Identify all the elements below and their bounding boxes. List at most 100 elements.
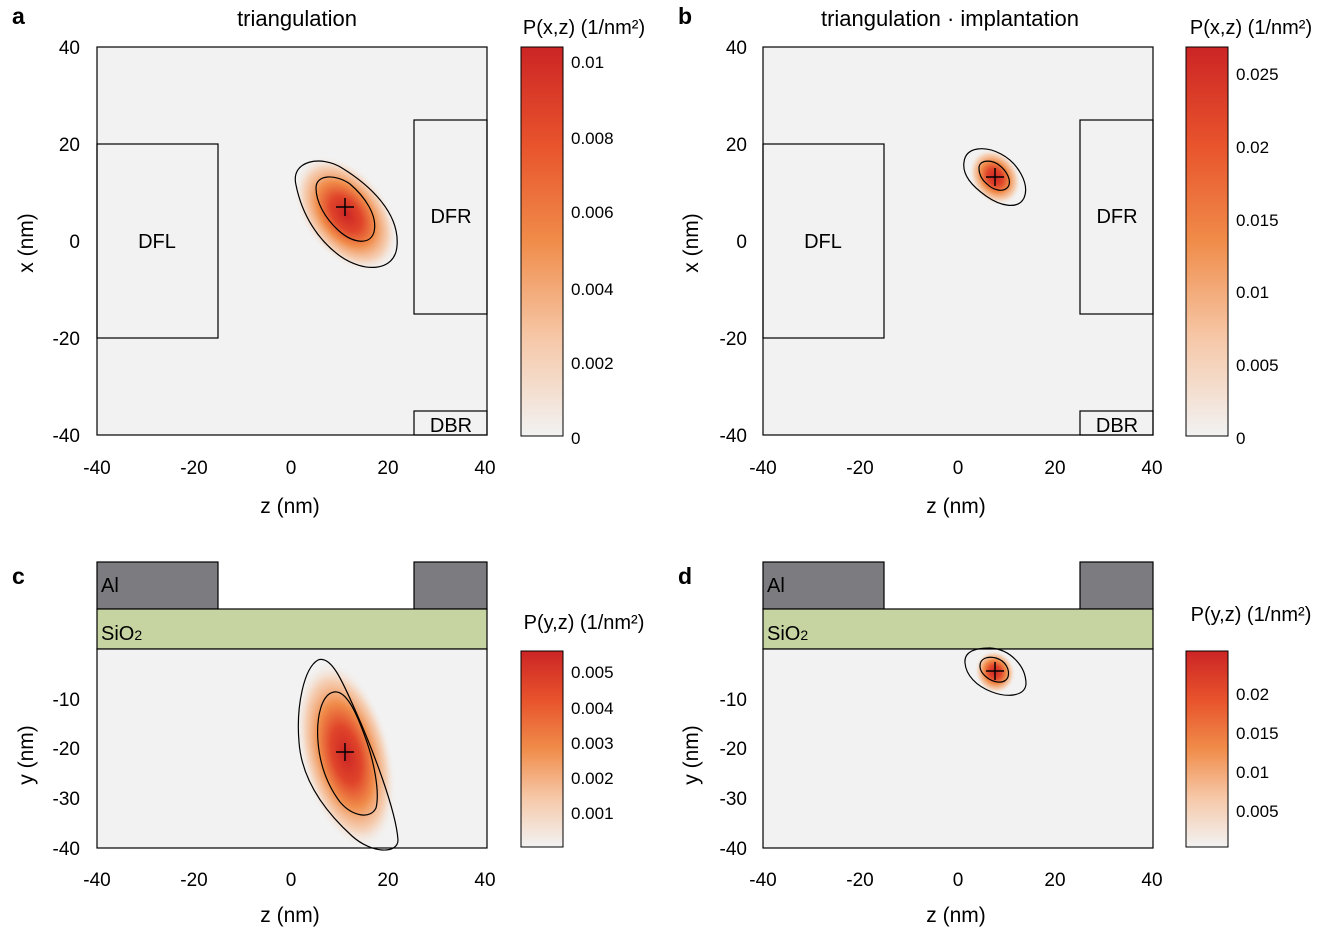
xtick-label: 40: [474, 870, 495, 891]
contour-inner-b: [978, 160, 1011, 191]
panel-c-colorbar-label: P(y,z) (1/nm²): [524, 612, 645, 634]
panel-d-yticks: -10 -20 -30 -40: [720, 690, 747, 860]
peak-marker-a: [336, 198, 354, 216]
panel-a-electrodes: DFL DFR DBR: [96, 119, 488, 437]
panel-c-ylabel: y (nm): [15, 725, 38, 785]
cbtick-label: 0.02: [1236, 138, 1269, 157]
xtick-label: 40: [1141, 458, 1162, 479]
xtick-label: -20: [180, 870, 207, 891]
sio2-layer-d: [762, 608, 1154, 650]
electrode-dfr-a-label: DFR: [430, 206, 471, 228]
panel-b-yticks: 40 20 0 -20 -40: [720, 38, 747, 447]
peak-marker-b: [986, 168, 1004, 186]
xtick-label: 20: [1044, 870, 1065, 891]
xtick-label: 0: [286, 458, 297, 479]
contour-inner-c: [317, 691, 378, 816]
ytick-label: -40: [53, 426, 80, 447]
sio2-label-d-sub: 2: [800, 627, 808, 643]
ytick-label: -10: [53, 690, 80, 711]
panel-d-ylabel: y (nm): [680, 725, 703, 785]
electrode-dfl-a: [96, 143, 219, 339]
panel-a: a triangulation DFL DFR DBR 40 20 0 -20 …: [12, 3, 645, 518]
cbtick-label: 0.002: [571, 354, 614, 373]
electrode-dfl-b: [762, 143, 885, 339]
ytick-label: -20: [720, 329, 747, 350]
panel-b-density: [963, 148, 1027, 206]
contour-inner-a: [315, 176, 376, 242]
electrode-dbr-a: [413, 410, 488, 436]
xtick-label: 20: [377, 458, 398, 479]
ytick-label: 0: [736, 232, 747, 253]
panel-d-colorbar-gradient: [1185, 650, 1229, 848]
panel-b-plot-area: [762, 46, 1154, 436]
electrode-dfr-b: [1079, 119, 1154, 315]
contour-outer-b: [963, 148, 1027, 206]
ytick-label: -40: [53, 839, 80, 860]
cbtick-label: 0.008: [571, 129, 614, 148]
panel-a-xticks: -40 -20 0 20 40: [83, 458, 495, 479]
cbtick-label: 0.002: [571, 769, 614, 788]
ytick-label: -30: [53, 789, 80, 810]
panel-c-density: [295, 658, 399, 851]
panel-d-plot-area: [762, 648, 1154, 849]
sio2-label-d-base: SiO: [767, 623, 800, 645]
panel-d-colorbar-label: P(y,z) (1/nm²): [1191, 604, 1312, 626]
xtick-label: -40: [749, 870, 776, 891]
panel-b-ylabel: x (nm): [680, 213, 703, 273]
panel-a-colorbar: P(x,z) (1/nm²) 0.01 0.008 0.006 0.004 0.…: [520, 17, 645, 448]
peak-marker-c: [336, 743, 354, 761]
density-blob-a: [293, 155, 399, 273]
panel-b-electrodes: DFL DFR DBR: [762, 119, 1154, 437]
al-label-c: Al: [101, 575, 119, 597]
ytick-label: 40: [59, 38, 80, 59]
cbtick-label: 0: [1236, 429, 1245, 448]
ytick-label: -10: [720, 690, 747, 711]
cbtick-label: 0.005: [1236, 356, 1279, 375]
xtick-label: 0: [953, 870, 964, 891]
xtick-label: 20: [1044, 458, 1065, 479]
xtick-label: -20: [846, 458, 873, 479]
panel-b-title: triangulation · implantation: [821, 6, 1079, 31]
ytick-label: -20: [53, 739, 80, 760]
cbtick-label: 0.01: [1236, 283, 1269, 302]
cbtick-label: 0.004: [571, 280, 614, 299]
panel-a-ylabel: x (nm): [15, 213, 38, 273]
electrode-dfr-a: [413, 119, 488, 315]
panel-a-colorbar-gradient: [520, 46, 564, 437]
cbtick-label: 0.005: [1236, 802, 1279, 821]
electrode-dbr-a-label: DBR: [430, 415, 472, 437]
panel-a-title: triangulation: [237, 6, 357, 31]
ytick-label: 0: [69, 232, 80, 253]
panel-c-xticks: -40 -20 0 20 40: [83, 870, 495, 891]
sio2-label-d: SiO2: [767, 623, 808, 645]
electrode-dfl-a-label: DFL: [138, 231, 176, 253]
sio2-label-c-base: SiO: [101, 623, 134, 645]
cbtick-label: 0.005: [571, 663, 614, 682]
cbtick-label: 0.003: [571, 734, 614, 753]
ytick-label: 20: [726, 135, 747, 156]
ytick-label: -30: [720, 789, 747, 810]
contour-inner-d: [979, 656, 1010, 683]
ytick-label: -40: [720, 426, 747, 447]
panel-c-layers: Al SiO2: [96, 561, 488, 650]
xtick-label: 40: [1141, 870, 1162, 891]
panel-b-xlabel: z (nm): [926, 495, 986, 518]
panel-c-plot-area: [96, 648, 488, 849]
panel-c-yticks: -10 -20 -30 -40: [53, 690, 80, 860]
contour-outer-d: [964, 647, 1027, 696]
panel-a-xlabel: z (nm): [260, 495, 320, 518]
ytick-label: 20: [59, 135, 80, 156]
panel-d-density: [964, 647, 1027, 696]
panel-b-colorbar-label: P(x,z) (1/nm²): [1190, 17, 1312, 39]
panel-d: d Al SiO2 -10 -20 -30 -40 -40 -20 0 20 4…: [678, 561, 1312, 927]
al-electrode-right-d: [1079, 561, 1154, 610]
panel-letter-c: c: [12, 563, 25, 589]
peak-marker-d: [986, 662, 1004, 680]
ytick-label: 40: [726, 38, 747, 59]
electrode-dbr-b: [1079, 410, 1154, 436]
cbtick-label: 0: [571, 429, 580, 448]
sio2-label-c: SiO2: [101, 623, 142, 645]
al-label-d: Al: [767, 575, 785, 597]
panel-d-xlabel: z (nm): [926, 904, 986, 927]
